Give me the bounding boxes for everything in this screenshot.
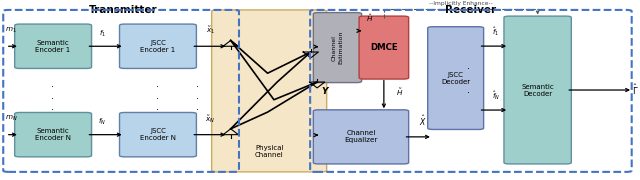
Text: $\tilde{x}_N$: $\tilde{x}_N$ — [205, 113, 216, 125]
Text: ·
·
·: · · · — [196, 82, 199, 115]
Text: ·
·
·: · · · — [51, 82, 54, 115]
Text: $\hat{f}_1$: $\hat{f}_1$ — [492, 26, 499, 38]
Text: Semantic
Decoder: Semantic Decoder — [521, 84, 554, 96]
Text: JSCC
Encoder N: JSCC Encoder N — [140, 128, 176, 141]
Text: $\tilde{x}_1$: $\tilde{x}_1$ — [206, 25, 215, 36]
Text: JSCC
Decoder: JSCC Decoder — [441, 72, 470, 85]
Text: Semantic
Encoder N: Semantic Encoder N — [35, 128, 71, 141]
Text: $m_N$: $m_N$ — [4, 114, 17, 123]
Text: $\hat{\Gamma}$: $\hat{\Gamma}$ — [632, 83, 638, 97]
FancyBboxPatch shape — [359, 16, 409, 79]
Text: JSCC
Encoder 1: JSCC Encoder 1 — [140, 40, 175, 53]
Text: $\boldsymbol{Y}$: $\boldsymbol{Y}$ — [321, 85, 331, 96]
Text: Channel
Equalizer: Channel Equalizer — [344, 130, 378, 143]
Text: $\hat{H}$: $\hat{H}$ — [365, 13, 373, 24]
FancyBboxPatch shape — [120, 112, 196, 157]
FancyBboxPatch shape — [120, 24, 196, 68]
Text: Receiver: Receiver — [445, 5, 497, 15]
FancyBboxPatch shape — [314, 13, 362, 83]
Text: Semantic
Encoder 1: Semantic Encoder 1 — [35, 40, 71, 53]
FancyBboxPatch shape — [15, 112, 92, 157]
Text: $m_1$: $m_1$ — [5, 26, 17, 35]
FancyBboxPatch shape — [15, 24, 92, 68]
Text: --Implicitly Enhance--: --Implicitly Enhance-- — [429, 1, 493, 6]
Text: Channel
Estimation: Channel Estimation — [332, 31, 343, 64]
Text: ·
·
·: · · · — [467, 65, 470, 98]
Text: Physical
Channel: Physical Channel — [255, 145, 284, 158]
Text: $f_1$: $f_1$ — [99, 29, 106, 39]
Text: $f_N$: $f_N$ — [99, 117, 106, 127]
FancyBboxPatch shape — [212, 10, 326, 172]
Text: Transmitter: Transmitter — [88, 5, 157, 15]
Text: $\tilde{H}$: $\tilde{H}$ — [396, 87, 403, 98]
FancyBboxPatch shape — [314, 110, 409, 164]
Text: $\hat{X}$: $\hat{X}$ — [419, 114, 426, 128]
Text: DMCE: DMCE — [370, 43, 397, 52]
Text: $\hat{f}_N$: $\hat{f}_N$ — [492, 90, 500, 102]
Text: ·
·
·: · · · — [156, 82, 159, 115]
FancyBboxPatch shape — [428, 27, 484, 129]
FancyBboxPatch shape — [504, 16, 572, 164]
